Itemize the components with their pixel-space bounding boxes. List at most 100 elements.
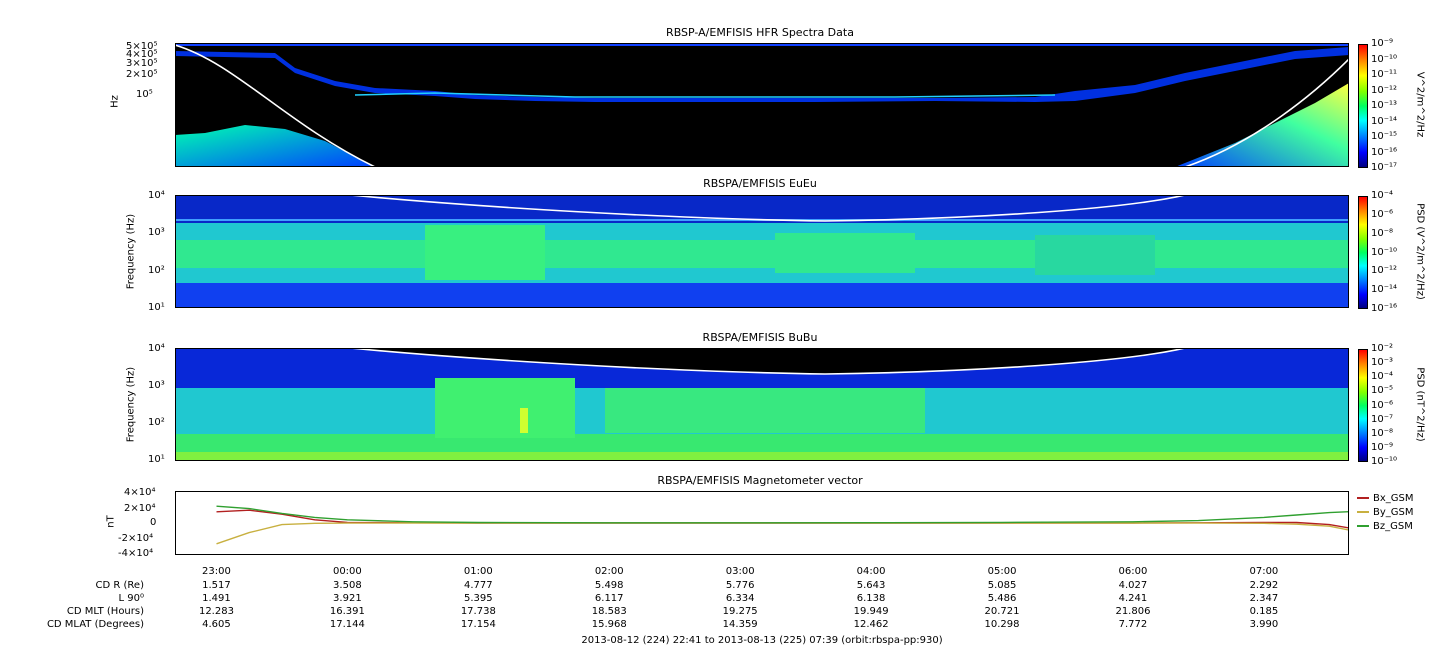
hfr-spectrogram-svg bbox=[175, 43, 1349, 167]
colorbar-tick: 10⁻⁸ bbox=[1371, 227, 1394, 239]
colorbar-tick: 10⁻⁴ bbox=[1371, 190, 1394, 201]
euEu-bottom bbox=[175, 283, 1349, 308]
ephemeris-value: 20.721 bbox=[984, 606, 1020, 617]
colorbar-tick: 10⁻¹⁴ bbox=[1371, 284, 1398, 296]
hfr-colorbar bbox=[1358, 44, 1368, 168]
colorbar-tick: 10⁻⁶ bbox=[1371, 399, 1394, 411]
ephemeris-value: 15.968 bbox=[591, 619, 627, 630]
ephemeris-row-label: CD R (Re) bbox=[95, 580, 144, 591]
euEu-ytick-2: 10² bbox=[148, 265, 165, 276]
ephemeris-value: 1.491 bbox=[202, 593, 231, 604]
colorbar-tick: 10⁻² bbox=[1371, 343, 1394, 354]
euEu-top bbox=[175, 195, 1349, 223]
buBu-colorbar-label: PSD (nT^2/Hz) bbox=[1414, 367, 1426, 442]
ephemeris-value: 6.138 bbox=[856, 593, 886, 604]
colorbar-tick: 10⁻¹⁰ bbox=[1371, 456, 1398, 467]
euEu-colorbar bbox=[1358, 196, 1368, 309]
ephemeris-value: 21.806 bbox=[1115, 606, 1151, 617]
x-tick-label: 06:00 bbox=[1118, 566, 1148, 577]
ephemeris-value: 2.347 bbox=[1249, 593, 1279, 604]
mag-plot bbox=[175, 491, 1392, 555]
panel1-title: RBSP-A/EMFISIS HFR Spectra Data bbox=[666, 26, 854, 39]
legend-by: By_GSM bbox=[1357, 507, 1414, 518]
hfr-ylabel: Hz bbox=[109, 95, 121, 108]
colorbar-tick: 10⁻¹² bbox=[1371, 265, 1398, 277]
x-tick-label: 00:00 bbox=[332, 566, 362, 577]
ephemeris-value: 5.498 bbox=[594, 580, 624, 591]
ephemeris-row-label: CD MLT (Hours) bbox=[66, 606, 144, 617]
panel4-title: RBSPA/EMFISIS Magnetometer vector bbox=[657, 474, 863, 487]
buBu-burst-2 bbox=[605, 388, 925, 433]
colorbar-tick: 10⁻¹² bbox=[1371, 84, 1398, 96]
colorbar-tick: 10⁻¹¹ bbox=[1371, 69, 1398, 80]
legend-bz-swatch bbox=[1357, 525, 1369, 527]
ephemeris-value: 5.085 bbox=[987, 580, 1017, 591]
x-tick-label: 05:00 bbox=[987, 566, 1017, 577]
ephemeris-value: 14.359 bbox=[722, 619, 758, 630]
ephemeris-value: 12.462 bbox=[853, 619, 889, 630]
ephemeris-value: 4.777 bbox=[463, 580, 493, 591]
buBu-ytick-2: 10² bbox=[148, 417, 165, 428]
ephemeris-value: 5.776 bbox=[725, 580, 755, 591]
series-line-by-gsm bbox=[216, 522, 1391, 545]
legend-bz-label: Bz_GSM bbox=[1373, 521, 1413, 532]
ephemeris-value: 16.391 bbox=[329, 606, 365, 617]
hfr-plasma-line bbox=[175, 47, 1349, 102]
panel3-title: RBSPA/EMFISIS BuBu bbox=[702, 331, 818, 344]
ephemeris-value: 17.144 bbox=[329, 619, 365, 630]
legend-bz: Bz_GSM bbox=[1357, 521, 1413, 532]
colorbar-tick: 10⁻¹⁶ bbox=[1371, 146, 1398, 158]
colorbar-tick: 10⁻⁴ bbox=[1371, 371, 1394, 383]
colorbar-tick: 10⁻⁸ bbox=[1371, 427, 1394, 439]
mag-ytick-3: -2×10⁴ bbox=[118, 533, 154, 544]
buBu-ylabel: Frequency (Hz) bbox=[125, 366, 137, 443]
hfr-ytick-0: 5×10⁵ bbox=[126, 41, 158, 52]
buBu-burst-1 bbox=[435, 378, 575, 438]
colorbar-tick: 10⁻⁹ bbox=[1371, 441, 1394, 453]
colorbar-tick: 10⁻⁹ bbox=[1371, 38, 1394, 49]
ephemeris-value: 17.738 bbox=[460, 606, 496, 617]
hfr-ytick-2: 3×10⁵ bbox=[126, 58, 158, 69]
ephemeris-value: 5.395 bbox=[463, 593, 493, 604]
euEu-ytick-3: 10¹ bbox=[148, 302, 165, 313]
buBu-black-top bbox=[350, 348, 1185, 374]
buBu-ytick-1: 10³ bbox=[148, 380, 165, 391]
ephemeris-value: 4.605 bbox=[202, 619, 231, 630]
panel2-title: RBSPA/EMFISIS EuEu bbox=[703, 177, 817, 190]
buBu-burst-hot bbox=[520, 408, 528, 433]
euEu-colorbar-label: PSD (V^2/m^2/Hz) bbox=[1414, 203, 1426, 300]
mag-ytick-0: 4×10⁴ bbox=[124, 487, 156, 498]
x-tick-label: 07:00 bbox=[1249, 566, 1279, 577]
x-tick-label: 23:00 bbox=[202, 566, 231, 577]
colorbar-tick: 10⁻¹⁶ bbox=[1371, 303, 1398, 314]
ephemeris-value: 7.772 bbox=[1118, 619, 1148, 630]
euEu-spectrogram-svg bbox=[175, 195, 1349, 308]
legend-bx: Bx_GSM bbox=[1357, 493, 1414, 504]
hfr-ytick-3: 2×10⁵ bbox=[126, 69, 158, 80]
colorbar-tick: 10⁻³ bbox=[1371, 357, 1394, 369]
x-tick-label: 01:00 bbox=[463, 566, 493, 577]
ephemeris-row-label: CD MLAT (Degrees) bbox=[46, 619, 144, 630]
colorbar-tick: 10⁻⁷ bbox=[1371, 413, 1394, 425]
hfr-ytick-4: 10⁵ bbox=[136, 89, 153, 100]
colorbar-tick: 10⁻¹⁴ bbox=[1371, 115, 1398, 127]
colorbar-tick: 10⁻¹⁰ bbox=[1371, 53, 1398, 65]
hfr-ytick-1: 4×10⁵ bbox=[126, 49, 158, 60]
ephemeris-value: 2.292 bbox=[1249, 580, 1279, 591]
mag-ylabel: nT bbox=[105, 515, 117, 528]
hfr-colorbar-label: V^2/m^2/Hz bbox=[1414, 71, 1426, 138]
euEu-ylabel: Frequency (Hz) bbox=[125, 213, 137, 290]
ephemeris-value: 19.949 bbox=[853, 606, 889, 617]
buBu-colorbar bbox=[1358, 349, 1368, 462]
euEu-ytick-0: 10⁴ bbox=[148, 190, 165, 201]
buBu-ytick-3: 10¹ bbox=[148, 454, 165, 465]
x-tick-label: 03:00 bbox=[725, 566, 755, 577]
euEu-white-curve bbox=[349, 195, 1186, 222]
ephemeris-value: 3.921 bbox=[333, 593, 362, 604]
euEu-burst-3 bbox=[1035, 235, 1155, 275]
colorbar-tick: 10⁻¹⁵ bbox=[1371, 131, 1398, 142]
buBu-spectrogram bbox=[175, 348, 1349, 461]
ephemeris-value: 10.298 bbox=[984, 619, 1020, 630]
hfr-white-curve-right bbox=[1184, 58, 1349, 167]
series-line-bz-gsm bbox=[216, 505, 1391, 524]
